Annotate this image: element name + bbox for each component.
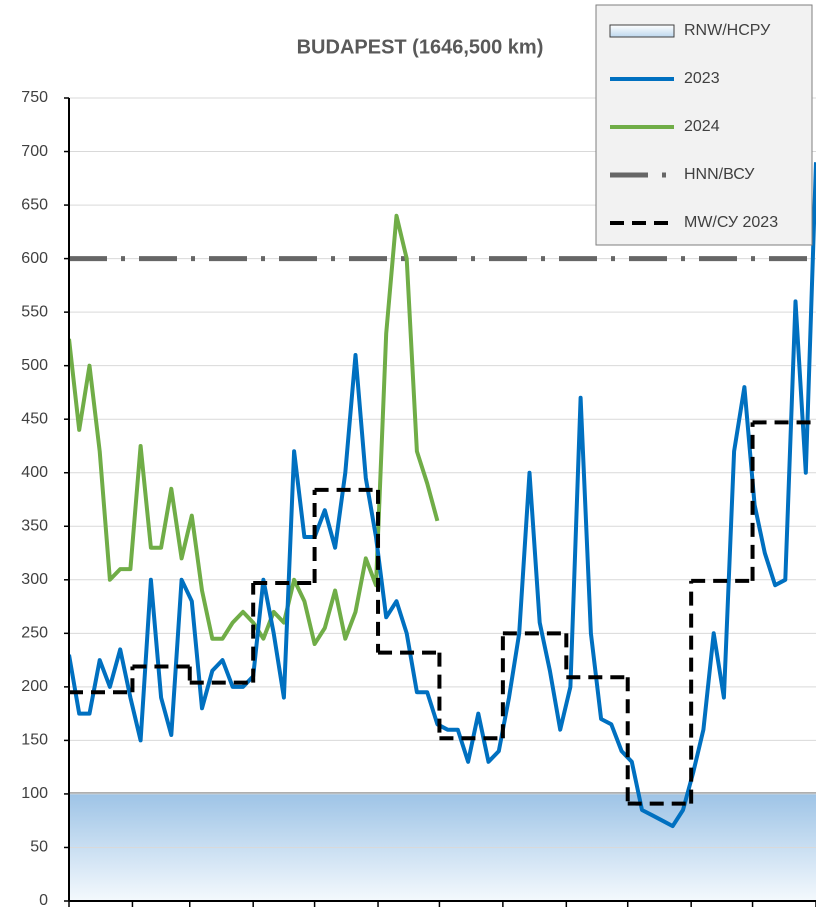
legend-label: HNN/ВСУ — [684, 166, 755, 183]
y-tick-label: 0 — [39, 892, 48, 909]
y-tick-label: 350 — [21, 517, 48, 534]
y-tick-label: 750 — [21, 89, 48, 106]
y-tick-label: 550 — [21, 303, 48, 320]
legend-label: 2024 — [684, 118, 720, 135]
legend-swatch — [609, 24, 675, 38]
y-tick-label: 450 — [21, 410, 48, 427]
series-line — [69, 162, 816, 829]
y-tick-label: 200 — [21, 678, 48, 695]
y-tick-label: 300 — [21, 571, 48, 588]
series-line — [69, 213, 440, 646]
y-tick-label: 500 — [21, 357, 48, 374]
y-tick-label: 700 — [21, 143, 48, 160]
y-tick-label: 650 — [21, 196, 48, 213]
legend-label: MW/СУ 2023 — [684, 214, 778, 231]
y-tick-label: 50 — [30, 839, 48, 856]
y-tick-label: 400 — [21, 464, 48, 481]
y-tick-label: 100 — [21, 785, 48, 802]
band — [69, 792, 816, 901]
legend-label: RNW/НСРУ — [684, 22, 771, 39]
y-tick-label: 150 — [21, 732, 48, 749]
legend-label: 2023 — [684, 70, 720, 87]
y-tick-label: 250 — [21, 625, 48, 642]
chart-title: BUDAPEST (1646,500 km) — [297, 36, 544, 58]
y-tick-label: 600 — [21, 250, 48, 267]
